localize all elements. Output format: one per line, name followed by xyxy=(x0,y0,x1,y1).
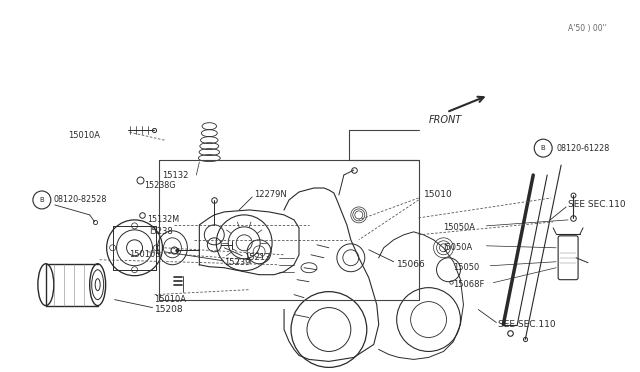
Text: B: B xyxy=(541,145,545,151)
Text: 08120-82528: 08120-82528 xyxy=(54,195,107,205)
Text: 15068F: 15068F xyxy=(454,280,485,289)
Text: B: B xyxy=(40,197,44,203)
Text: 15238G: 15238G xyxy=(145,180,176,189)
Text: 12279N: 12279N xyxy=(254,190,287,199)
Text: I5238: I5238 xyxy=(150,227,173,236)
Text: 15132M: 15132M xyxy=(147,215,180,224)
Text: 08120-61228: 08120-61228 xyxy=(556,144,609,153)
Text: 15239: 15239 xyxy=(224,258,251,267)
Text: A'50 ) 00'': A'50 ) 00'' xyxy=(568,24,607,33)
Text: 15213: 15213 xyxy=(244,253,271,262)
Text: 15132: 15132 xyxy=(163,170,189,180)
Text: 15010A: 15010A xyxy=(154,295,186,304)
Text: 15050: 15050 xyxy=(454,263,480,272)
Text: 15208: 15208 xyxy=(154,305,183,314)
Text: 15010: 15010 xyxy=(424,190,452,199)
Text: J5050A: J5050A xyxy=(444,243,473,252)
Text: 15050A: 15050A xyxy=(444,223,476,232)
Text: 15066: 15066 xyxy=(397,260,426,269)
Text: 15010A: 15010A xyxy=(68,131,100,140)
Text: SEE SEC.110: SEE SEC.110 xyxy=(568,201,626,209)
Text: SEE SEC.110: SEE SEC.110 xyxy=(499,320,556,329)
Text: FRONT: FRONT xyxy=(429,115,462,125)
Text: 15010B: 15010B xyxy=(129,250,162,259)
